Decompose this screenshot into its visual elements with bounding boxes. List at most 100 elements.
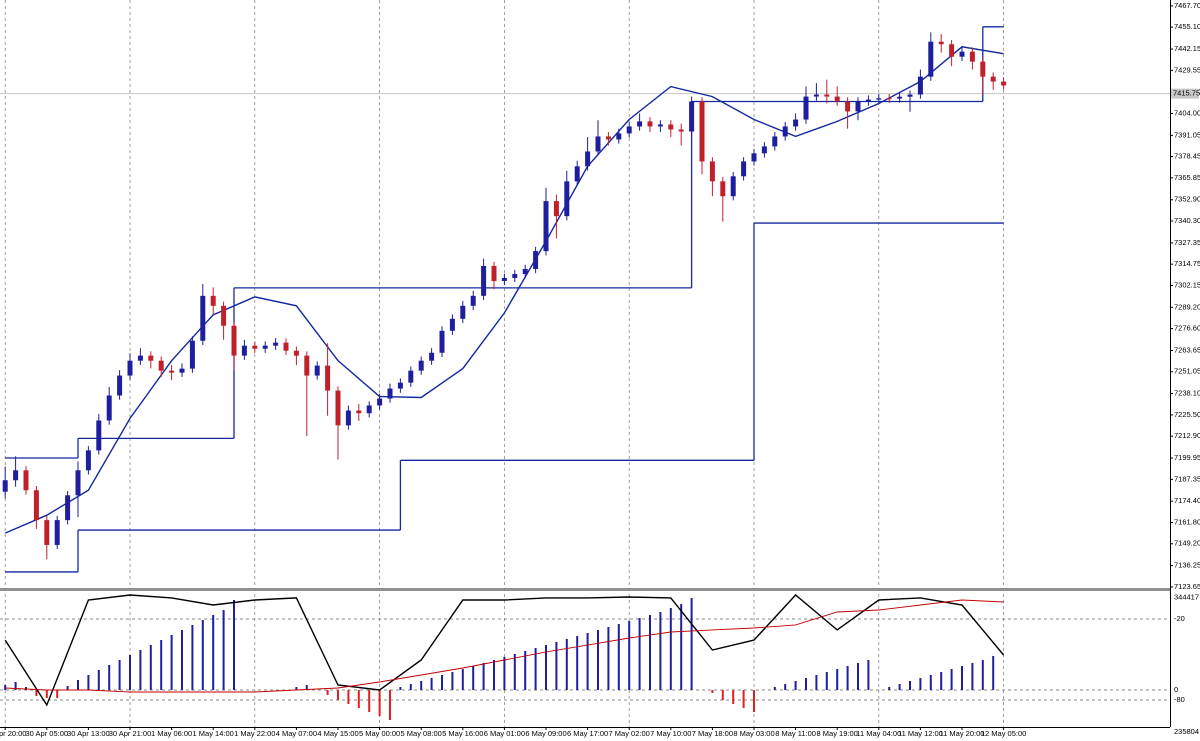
x-tick-label: 5 May 00:00 xyxy=(359,729,400,738)
candle-body xyxy=(626,126,632,134)
candle-body xyxy=(335,390,341,426)
x-tick-label: 4 May 15:00 xyxy=(317,729,358,738)
y-tick-label: 7276.60 xyxy=(1174,324,1200,333)
candle-body xyxy=(262,345,268,349)
y2-tick-label: 344417 xyxy=(1174,592,1199,601)
y2-bottom-label: 235804 xyxy=(1174,727,1199,736)
y2-tick-label: 0 xyxy=(1174,685,1178,694)
candle-body xyxy=(231,325,237,356)
y-tick-label: 7174.40 xyxy=(1174,496,1200,505)
candle-body xyxy=(460,305,466,319)
candle-body xyxy=(678,129,684,132)
candle-body xyxy=(564,181,570,217)
moving-average xyxy=(4,46,1004,534)
candle-body xyxy=(845,101,851,112)
y-tick-label: 7442.15 xyxy=(1174,44,1200,53)
x-tick-label: 6 May 17:00 xyxy=(567,729,608,738)
x-tick-label: 6 May 09:00 xyxy=(525,729,566,738)
candle-body xyxy=(730,176,736,197)
candle-body xyxy=(616,133,622,140)
last-price-box xyxy=(1171,88,1199,99)
candle-body xyxy=(44,520,50,545)
candle-body xyxy=(127,360,133,376)
y-tick-label: 7289.20 xyxy=(1174,302,1200,311)
candle-body xyxy=(959,51,965,57)
candle-body xyxy=(2,480,8,492)
last-price-label: 7415.75 xyxy=(1173,89,1200,98)
candle-body xyxy=(397,382,403,389)
x-tick-label: 11 May 04:00 xyxy=(856,729,901,738)
candle-body xyxy=(356,410,362,414)
x-tick-label: 5 May 08:00 xyxy=(401,729,442,738)
y-tick-label: 7429.55 xyxy=(1174,65,1200,74)
candle-body xyxy=(273,342,279,346)
candle-body xyxy=(158,360,164,371)
indicator-line xyxy=(4,594,1005,707)
candle-body xyxy=(366,405,372,414)
candle-body xyxy=(418,360,424,371)
candle-body xyxy=(855,101,861,112)
candle-body xyxy=(75,470,81,496)
candle-body xyxy=(533,251,539,269)
y-tick-label: 7225.50 xyxy=(1174,410,1200,419)
x-tick-label: 11 May 20:00 xyxy=(940,729,985,738)
x-tick-label: 6 May 01:00 xyxy=(484,729,525,738)
candle-body xyxy=(949,44,955,57)
y-tick-label: 7340.30 xyxy=(1174,216,1200,225)
y-tick-label: 7365.85 xyxy=(1174,173,1200,182)
candle-body xyxy=(408,370,414,383)
x-tick-label: 7 May 02:00 xyxy=(609,729,650,738)
y-tick-label: 7212.90 xyxy=(1174,431,1200,440)
candle-body xyxy=(345,410,351,426)
candle-body xyxy=(481,265,487,296)
y-tick-label: 7327.35 xyxy=(1174,238,1200,247)
candle-body xyxy=(876,98,882,100)
candle-body xyxy=(969,51,975,62)
candle-body xyxy=(189,340,195,369)
candle-body xyxy=(439,330,445,353)
y-tick-label: 7123.65 xyxy=(1174,582,1200,591)
indicator-line xyxy=(5,599,1004,693)
candle-body xyxy=(886,98,892,100)
candle-body xyxy=(429,352,435,361)
y-tick-label: 7302.15 xyxy=(1174,280,1200,289)
candle-body xyxy=(980,61,986,77)
candle-body xyxy=(928,41,934,77)
x-tick-label: 12 May 05:00 xyxy=(981,729,1026,738)
x-tick-label: 30 Apr 13:00 xyxy=(67,729,110,738)
candle-body xyxy=(897,96,903,99)
x-tick-label: 29 Apr 20:00 xyxy=(0,729,26,738)
candle-body xyxy=(65,495,71,521)
candle-body xyxy=(96,420,102,451)
x-tick-label: 1 May 14:00 xyxy=(193,729,234,738)
candle-body xyxy=(709,161,715,182)
candle-body xyxy=(741,161,747,177)
x-tick-label: 4 May 07:00 xyxy=(276,729,317,738)
y-tick-label: 7149.20 xyxy=(1174,539,1200,548)
candle-body xyxy=(137,355,143,361)
candle-body xyxy=(751,153,757,162)
y-tick-label: 7467.70 xyxy=(1174,1,1200,10)
y-tick-label: 7378.45 xyxy=(1174,152,1200,161)
candle-body xyxy=(293,350,299,356)
panel-separator xyxy=(0,588,1170,591)
candle-body xyxy=(148,355,154,361)
y-tick-label: 7238.10 xyxy=(1174,389,1200,398)
candle-body xyxy=(314,365,320,376)
y-tick-label: 7391.05 xyxy=(1174,130,1200,139)
candle-body xyxy=(824,94,830,97)
x-tick-label: 30 Apr 21:00 xyxy=(109,729,152,738)
candle-body xyxy=(221,305,227,326)
y-tick-label: 7136.25 xyxy=(1174,561,1200,570)
candle-body xyxy=(834,96,840,102)
y-tick-label: 7187.35 xyxy=(1174,474,1200,483)
candle-body xyxy=(668,124,674,130)
x-tick-label: 5 May 16:00 xyxy=(442,729,483,738)
y-tick-label: 7199.95 xyxy=(1174,453,1200,462)
y-tick-label: 7455.10 xyxy=(1174,22,1200,31)
candle-body xyxy=(522,268,528,275)
candle-body xyxy=(1001,81,1007,86)
candle-body xyxy=(793,119,799,127)
